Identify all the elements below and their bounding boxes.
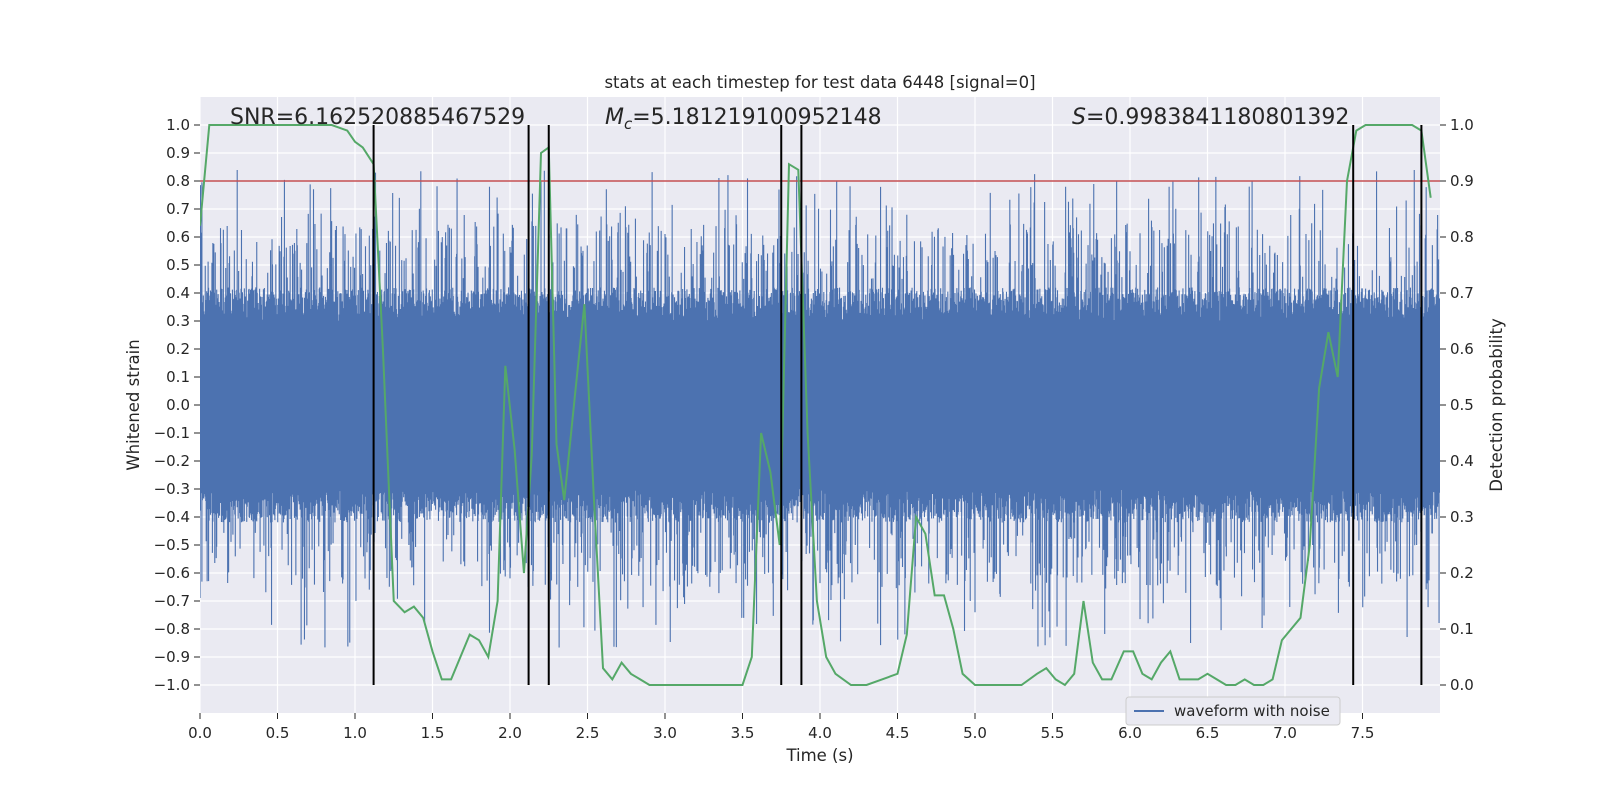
y-left-tick-label: −0.7 — [154, 592, 190, 610]
y-left-tick-label: 0.1 — [166, 368, 190, 386]
y-right-tick-label: 0.1 — [1450, 620, 1474, 638]
y-axis-label-right: Detection probability — [1487, 318, 1506, 492]
mc-symbol: M — [605, 105, 624, 130]
x-tick-label: 4.0 — [808, 724, 832, 742]
mc-value: =5.181219100952148 — [632, 105, 881, 130]
s-annotation: S=0.9983841180801392 — [1072, 105, 1349, 130]
x-tick-label: 0.0 — [188, 724, 212, 742]
x-axis-label: Time (s) — [785, 746, 853, 765]
y-left-tick-label: 0.7 — [166, 200, 190, 218]
y-right-tick-label: 0.8 — [1450, 228, 1474, 246]
x-tick-label: 1.0 — [343, 724, 367, 742]
y-right-ticks: 1.0 0.9 0.8 0.7 0.6 0.5 0.4 0.3 0.2 0.1 0.0 — [1440, 116, 1474, 694]
y-right-tick-label: 0.2 — [1450, 564, 1474, 582]
y-left-tick-label: 1.0 — [166, 116, 190, 134]
y-left-tick-label: −0.4 — [154, 508, 190, 526]
y-left-tick-label: −0.1 — [154, 424, 190, 442]
x-tick-label: 7.5 — [1351, 724, 1375, 742]
y-left-tick-label: 0.5 — [166, 256, 190, 274]
x-tick-label: 3.0 — [653, 724, 677, 742]
x-ticks: 0.0 0.5 1.0 1.5 2.0 2.5 3.0 3.5 4.0 4.5 5.0 5.5 6.0 6… — [188, 713, 1374, 742]
x-tick-label: 1.5 — [421, 724, 445, 742]
snr-annotation: SNR=6.162520885467529 — [230, 105, 525, 130]
y-left-tick-label: −0.5 — [154, 536, 190, 554]
x-tick-label: 2.5 — [576, 724, 600, 742]
legend-box — [1125, 696, 1341, 726]
x-tick-label: 7.0 — [1273, 724, 1297, 742]
y-left-tick-label: 0.9 — [166, 144, 190, 162]
y-left-tick-label: −1.0 — [154, 676, 190, 694]
y-left-tick-label: 0.2 — [166, 340, 190, 358]
x-tick-label: 0.5 — [266, 724, 290, 742]
x-tick-label: 5.5 — [1041, 724, 1065, 742]
y-right-tick-label: 0.0 — [1450, 676, 1474, 694]
y-right-tick-label: 0.5 — [1450, 396, 1474, 414]
s-symbol: S — [1072, 105, 1086, 130]
legend: waveform with noise — [1125, 696, 1341, 726]
y-left-tick-label: 0.8 — [166, 172, 190, 190]
y-right-tick-label: 0.7 — [1450, 284, 1474, 302]
mc-subscript: c — [624, 115, 633, 133]
y-axis-label-left: Whitened strain — [124, 339, 143, 470]
y-right-tick-label: 0.6 — [1450, 340, 1474, 358]
x-tick-label: 2.0 — [498, 724, 522, 742]
y-left-tick-label: −0.6 — [154, 564, 190, 582]
y-left-tick-label: −0.2 — [154, 452, 190, 470]
y-right-tick-label: 0.9 — [1450, 172, 1474, 190]
s-value: =0.9983841180801392 — [1086, 105, 1349, 130]
mc-annotation: Mc=5.181219100952148 — [605, 105, 882, 133]
legend-label: waveform with noise — [1174, 702, 1330, 720]
y-right-tick-label: 1.0 — [1450, 116, 1474, 134]
x-tick-label: 6.0 — [1118, 724, 1142, 742]
y-left-tick-label: 0.3 — [166, 312, 190, 330]
prob-series — [200, 124, 1432, 687]
chart-title: stats at each timestep for test data 644… — [604, 73, 1035, 92]
vlines — [372, 125, 1423, 685]
y-left-ticks: 1.0 0.9 0.8 0.7 0.6 0.5 0.4 0.3 0.2 0.1 0.0 −0.1 −0.… — [154, 116, 200, 694]
strain-waveform-line — [200, 170, 1440, 648]
y-left-tick-label: 0.4 — [166, 284, 190, 302]
y-left-tick-label: −0.8 — [154, 620, 190, 638]
y-left-tick-label: 0.6 — [166, 228, 190, 246]
y-left-tick-label: −0.9 — [154, 648, 190, 666]
y-left-tick-label: −0.3 — [154, 480, 190, 498]
x-tick-label: 6.5 — [1196, 724, 1220, 742]
x-tick-label: 4.5 — [886, 724, 910, 742]
y-right-tick-label: 0.4 — [1450, 452, 1474, 470]
y-left-tick-label: 0.0 — [166, 396, 190, 414]
x-tick-label: 5.0 — [963, 724, 987, 742]
strain-series — [200, 170, 1440, 648]
x-tick-label: 3.5 — [731, 724, 755, 742]
y-right-tick-label: 0.3 — [1450, 508, 1474, 526]
